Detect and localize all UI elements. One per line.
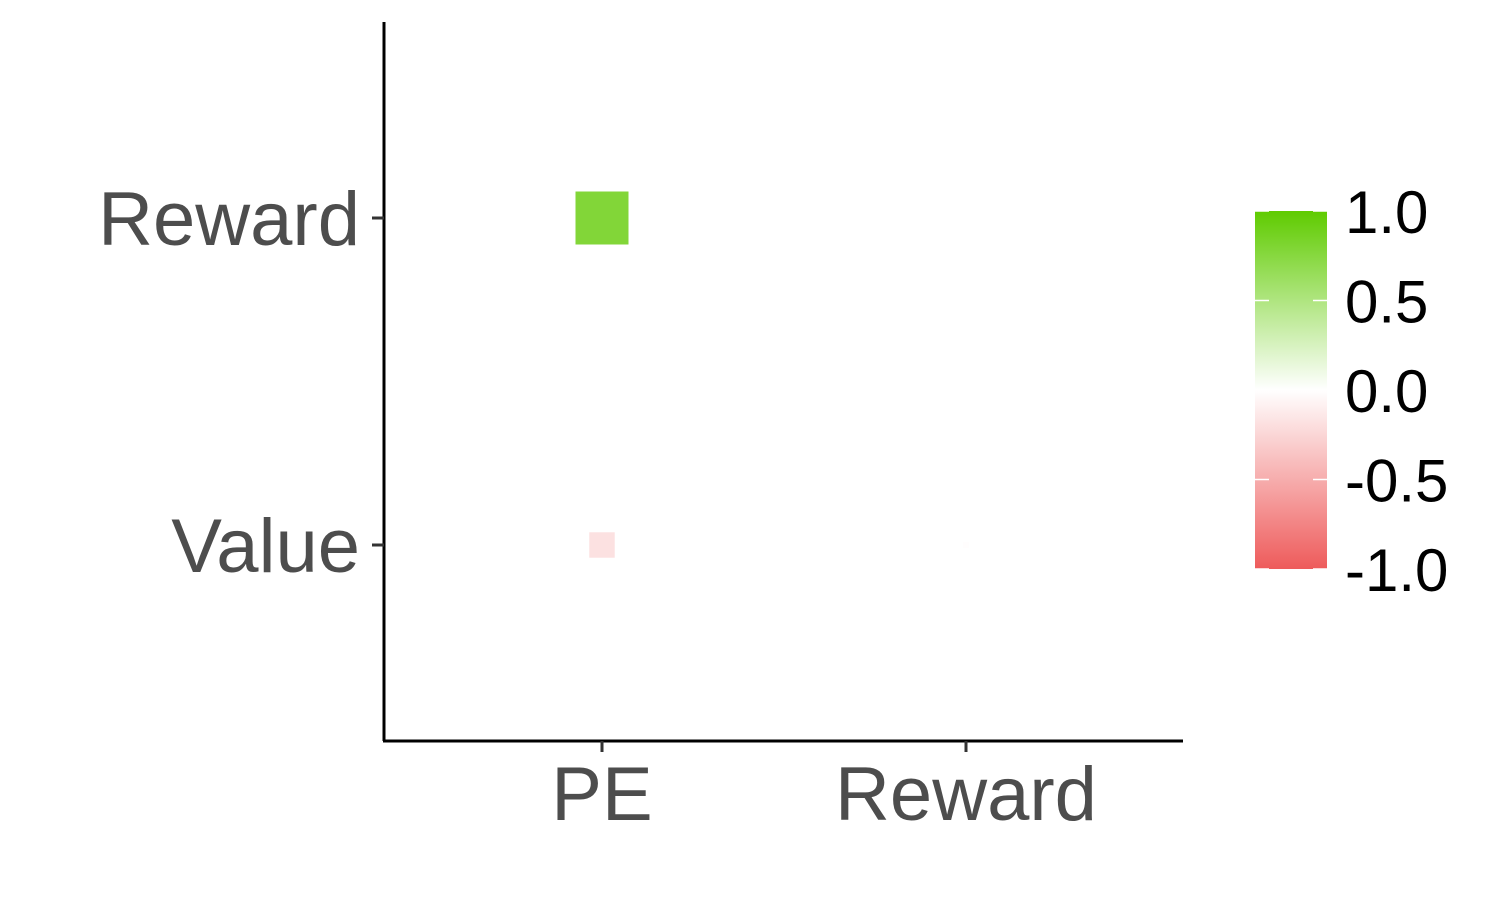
heatmap-cells	[575, 191, 969, 558]
heatmap-cell	[963, 542, 969, 548]
y-axis-ticks: Value Reward	[98, 177, 384, 589]
colorbar-legend: 1.0 0.5 0.0 -0.5 -1.0	[1255, 179, 1448, 604]
colorbar-tick-label: -0.5	[1345, 448, 1448, 515]
x-axis-ticks: PE Reward	[551, 741, 1097, 837]
heatmap-cell	[575, 191, 629, 245]
y-tick-label: Value	[171, 504, 360, 589]
colorbar-tick-label: 1.0	[1345, 179, 1428, 246]
y-tick-label: Reward	[98, 177, 360, 262]
x-tick-label: Reward	[835, 752, 1097, 837]
colorbar-tick-label: 0.0	[1345, 358, 1428, 425]
colorbar-tick-label: -1.0	[1345, 537, 1448, 604]
heatmap-cell	[589, 532, 615, 558]
x-tick-label: PE	[551, 752, 652, 837]
colorbar-tick-label: 0.5	[1345, 269, 1428, 336]
